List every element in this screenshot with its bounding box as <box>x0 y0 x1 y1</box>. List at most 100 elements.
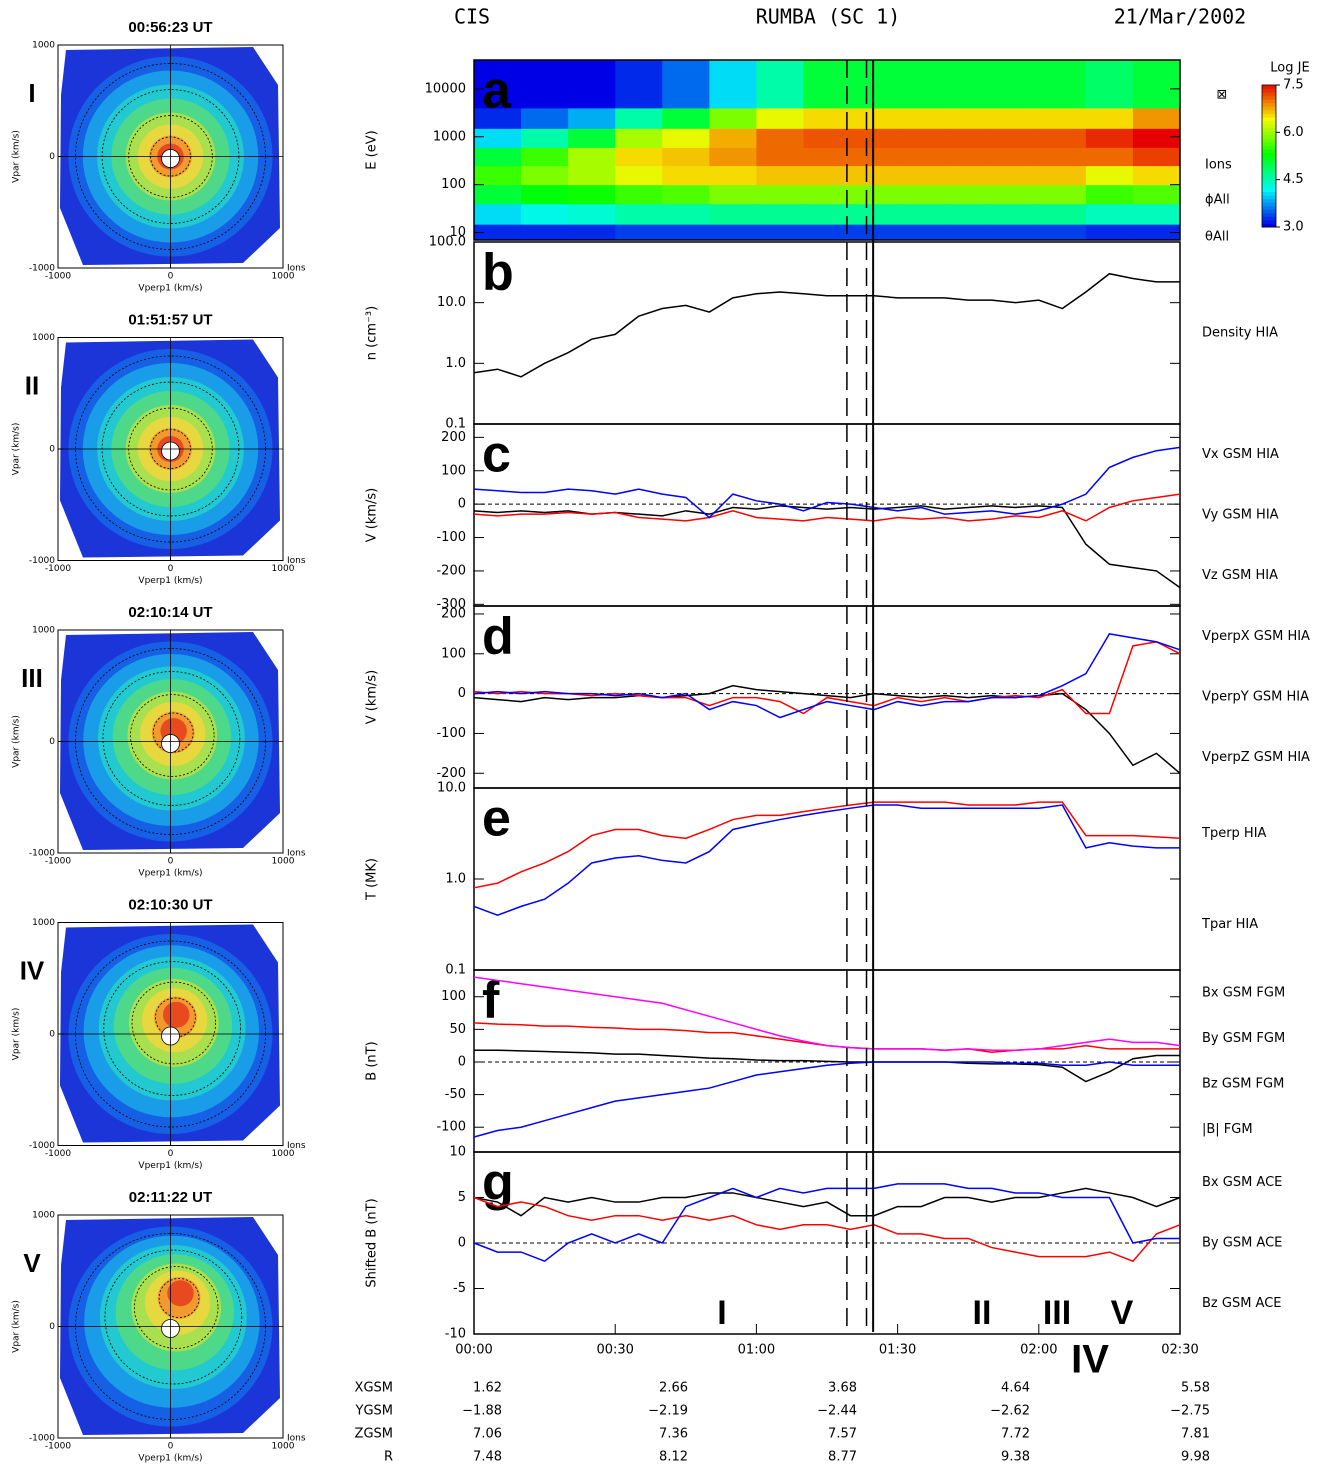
series-line <box>473 272 1180 378</box>
orbit-cell: 7.48 <box>473 1450 502 1465</box>
spectrogram-cell <box>1085 147 1134 167</box>
panel-label: e <box>482 790 511 848</box>
y-tick-label: -100 <box>436 726 466 741</box>
spectrogram-cell <box>803 224 852 241</box>
x-tick-label: -1000 <box>45 857 71 867</box>
spectrogram-cell <box>568 203 616 225</box>
spectrogram-cell <box>991 107 1040 129</box>
colorbar-step <box>1262 216 1276 221</box>
colorbar-step <box>1262 202 1276 207</box>
orbit-cell: −1.88 <box>462 1404 502 1419</box>
colorbar-step <box>1262 166 1276 171</box>
series-line <box>473 1196 1181 1263</box>
y-axis-label: Vpar (km/s) <box>12 130 22 183</box>
spectrogram-cell <box>991 60 1040 109</box>
series-label: By GSM FGM <box>1202 1031 1285 1046</box>
colorbar-step <box>1262 85 1276 90</box>
distribution-image <box>60 339 280 558</box>
spectrogram-cell <box>991 224 1040 241</box>
orbit-cell: −2.19 <box>648 1404 688 1419</box>
spectrogram-cell <box>662 224 710 241</box>
y-axis-label: E (eV) <box>365 130 380 169</box>
spectrogram-cell <box>1038 107 1087 129</box>
orbit-cell: 9.38 <box>1001 1450 1030 1465</box>
spectrogram-cell <box>850 165 899 186</box>
distribution-image <box>60 1217 280 1435</box>
annotation: Ions <box>1205 158 1232 173</box>
series-label: Vz GSM HIA <box>1202 568 1278 583</box>
x-tick-label: 01:30 <box>879 1343 916 1358</box>
colorbar-step <box>1262 163 1276 168</box>
orbit-cell: 3.68 <box>828 1381 857 1396</box>
event-label: III <box>1043 1294 1071 1332</box>
spectrogram-cell <box>568 224 616 241</box>
y-tick-label: -100 <box>436 1120 466 1135</box>
spectrogram-cell <box>850 128 899 148</box>
spectrogram-cell <box>1038 147 1087 167</box>
y-tick-label: 0.1 <box>445 417 466 432</box>
y-tick-label: -300 <box>436 597 466 612</box>
colorbar-step <box>1262 173 1276 178</box>
spectrogram-cell <box>756 147 804 167</box>
x-tick-label: 0 <box>168 1442 174 1452</box>
spectrogram-cell <box>1038 128 1087 148</box>
x-axis-label: Vperp1 (km/s) <box>138 576 202 586</box>
spectrogram-cell <box>474 184 522 205</box>
spectrogram-cell <box>850 60 899 109</box>
series-label: Tperp HIA <box>1201 826 1267 841</box>
series-label: Vy GSM HIA <box>1202 508 1279 523</box>
spectrogram-cell <box>521 184 569 205</box>
y-tick-label: 200 <box>441 606 466 621</box>
spectrogram-cell <box>709 60 757 109</box>
spectrogram-cell <box>521 128 569 148</box>
orbit-cell: −2.44 <box>817 1404 857 1419</box>
orbit-cell: 5.58 <box>1181 1381 1210 1396</box>
dist-title: 02:10:30 UT <box>128 896 212 913</box>
y-tick-label: -100 <box>436 530 466 545</box>
colorbar-step <box>1262 195 1276 200</box>
series-line <box>473 1061 1180 1138</box>
orbit-row-label: YGSM <box>355 1404 393 1419</box>
colorbar-step <box>1262 134 1276 139</box>
colorbar-step <box>1262 223 1276 228</box>
spectrogram-cell <box>662 107 710 129</box>
spectrogram-cell <box>803 184 852 205</box>
colorbar-step <box>1262 184 1276 189</box>
annotation: ⊠ <box>1217 88 1228 103</box>
x-tick-label: -1000 <box>45 272 71 282</box>
x-tick-label: 1000 <box>272 564 295 574</box>
species-label: Ions <box>287 1434 306 1444</box>
plot-frame <box>473 787 1181 971</box>
colorbar-step <box>1262 120 1276 125</box>
colorbar-tick-label: 4.5 <box>1283 172 1304 187</box>
spectrogram-cell <box>615 60 663 109</box>
spectrogram-cell <box>615 128 663 148</box>
x-tick-label: 0 <box>168 564 174 574</box>
spectrogram-cell <box>897 147 946 167</box>
spectrogram-cell <box>521 165 569 186</box>
x-tick-label: 1000 <box>272 272 295 282</box>
colorbar-step <box>1262 180 1276 185</box>
spectrogram-cell <box>1085 107 1134 129</box>
orbit-cell: 7.36 <box>659 1427 688 1442</box>
spectrogram-cell <box>709 128 757 148</box>
colorbar-step <box>1262 209 1276 214</box>
spectrogram-cell <box>1038 184 1087 205</box>
colorbar-frame <box>1261 84 1277 228</box>
dist-contour <box>103 961 241 1096</box>
spectrogram-cell <box>1132 203 1181 225</box>
colorbar-step <box>1262 131 1276 136</box>
colorbar-step <box>1262 95 1276 100</box>
y-tick-label: 100.0 <box>429 235 466 250</box>
distribution-image <box>60 924 280 1143</box>
spectrogram-cell <box>756 224 804 241</box>
orbit-cell: 7.06 <box>473 1427 502 1442</box>
series-label: Density HIA <box>1202 326 1278 341</box>
spectrogram-cell <box>1132 165 1181 186</box>
y-axis-label: V (km/s) <box>365 670 380 725</box>
dist-contour <box>133 1266 219 1349</box>
y-tick-label: -5 <box>453 1281 466 1296</box>
spectrogram-cell <box>803 165 852 186</box>
spectrogram-cell <box>1132 60 1181 109</box>
colorbar-step <box>1262 92 1276 97</box>
